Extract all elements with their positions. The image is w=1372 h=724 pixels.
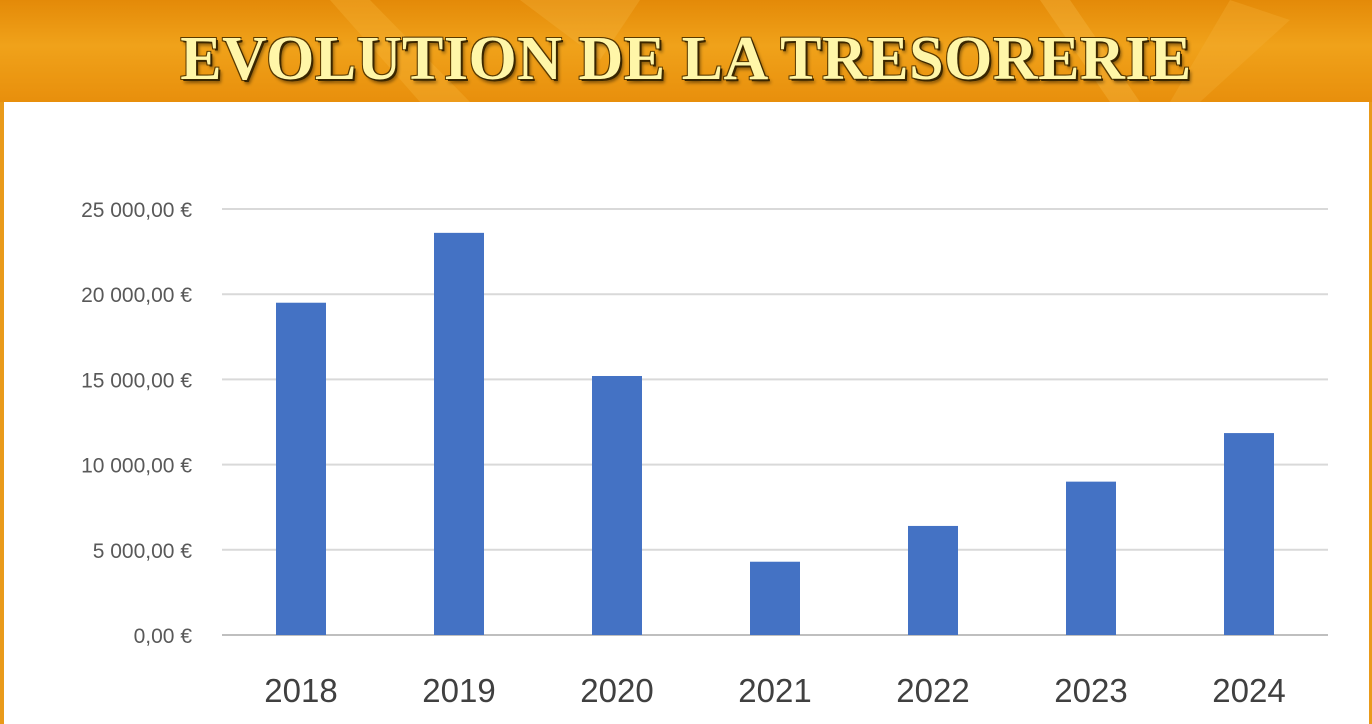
x-tick-label: 2023 [1054, 672, 1127, 709]
bar-chart: 0,00 € 5 000,00 € 10 000,00 € 15 000,00 € 20… [81, 199, 1328, 709]
chart-panel: 0,00 € 5 000,00 € 10 000,00 € 15 000,00 € 20… [4, 102, 1369, 724]
y-tick-label: 5 000,00 € [93, 540, 193, 563]
bar-2021 [750, 561, 800, 635]
bar-2023 [1066, 481, 1116, 635]
bar-2022 [908, 525, 958, 635]
banner-decoration [330, 0, 1290, 102]
title-banner: EVOLUTION DE LA TRESORERIE [0, 0, 1372, 102]
x-tick-label: 2020 [580, 672, 653, 709]
y-tick-label: 10 000,00 € [81, 455, 192, 478]
page-title: EVOLUTION DE LA TRESORERIE [180, 25, 1192, 93]
bar-2024 [1224, 433, 1274, 635]
x-tick-label: 2024 [1212, 672, 1285, 709]
y-tick-label: 15 000,00 € [81, 369, 192, 392]
x-tick-label: 2019 [422, 672, 495, 709]
y-tick-label: 20 000,00 € [81, 284, 192, 307]
bar-2019 [434, 232, 484, 635]
right-border-strip [1368, 102, 1372, 724]
y-tick-label: 0,00 € [134, 625, 193, 648]
x-tick-label: 2018 [264, 672, 337, 709]
x-tick-label: 2021 [738, 672, 811, 709]
y-tick-label: 25 000,00 € [81, 199, 192, 222]
bar-2020 [592, 375, 642, 635]
bar-2018 [276, 302, 326, 635]
x-tick-label: 2022 [896, 672, 969, 709]
left-border-strip [0, 102, 4, 724]
